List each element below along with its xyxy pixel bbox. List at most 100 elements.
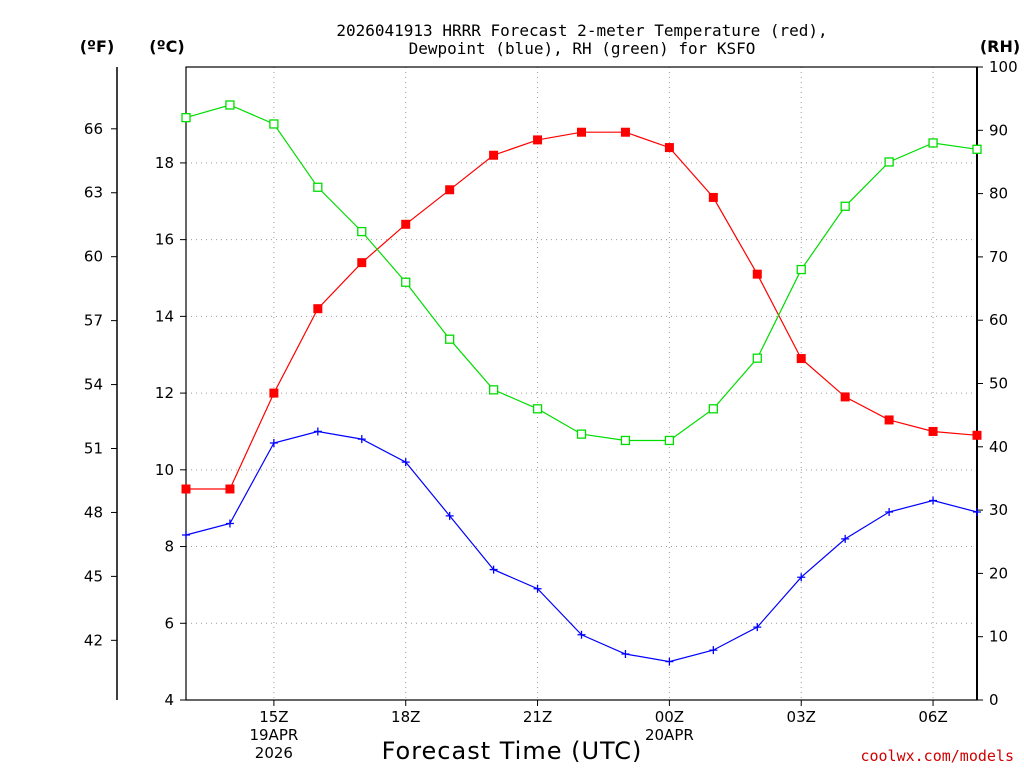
dewpoint-point (533, 584, 542, 593)
temperature-point (357, 258, 367, 268)
temperature-point (840, 392, 850, 402)
x-axis-label: Forecast Time (UTC) (382, 737, 643, 765)
series-temperature (181, 127, 982, 494)
dewpoint-point (709, 646, 718, 655)
rh-point (796, 264, 806, 275)
rh-point (269, 119, 279, 129)
rh-tick-label: 70 (989, 248, 1008, 266)
rh-point (401, 277, 411, 287)
rh-tick-label: 60 (989, 311, 1008, 329)
celsius-tick-label: 18 (155, 154, 174, 172)
rh-tick-label: 0 (989, 691, 999, 709)
chart-title-line-2: Dewpoint (blue), RH (green) for KSFO (409, 39, 756, 58)
rh-point (225, 100, 235, 110)
rh-point (620, 435, 631, 446)
rh-point (664, 435, 675, 446)
dewpoint-point (445, 511, 454, 520)
rh-tick-label: 30 (989, 501, 1008, 519)
dewpoint-point (489, 565, 498, 574)
rh-point (840, 201, 850, 211)
temperature-point (708, 192, 718, 202)
dewpoint-point (357, 435, 366, 444)
dewpoint-point (665, 657, 674, 666)
plot-frame (185, 66, 978, 701)
fahrenheit-tick-label: 45 (84, 567, 103, 585)
dewpoint-point (621, 649, 630, 658)
dewpoint-point (929, 496, 938, 505)
x-tick-label: 19APR (249, 726, 298, 744)
dewpoint-point (885, 508, 894, 517)
x-tick-label: 2026 (255, 744, 293, 762)
rh-tick-label: 90 (989, 121, 1008, 139)
tick-labels: 4 6 8 10 12 14 16 18 42 45 48 51 54 57 60 63 66 0 10 20 30 40… (84, 58, 1018, 762)
dewpoint-point (269, 438, 278, 447)
rh-point (357, 226, 367, 237)
temperature-point (181, 484, 191, 494)
series-rh (181, 100, 982, 446)
dewpoint-point (797, 573, 806, 582)
rh-point (488, 385, 499, 395)
dewpoint-point (577, 630, 586, 639)
celsius-tick-label: 6 (164, 614, 174, 632)
temperature-point (533, 135, 543, 145)
axes (111, 66, 983, 706)
temperature-point (225, 484, 235, 494)
rh-point (445, 334, 455, 344)
temperature-point (269, 388, 279, 398)
temperature-point (620, 127, 630, 137)
temperature-point (489, 150, 499, 160)
fahrenheit-tick-label: 63 (84, 184, 103, 202)
temperature-point (577, 127, 586, 137)
rh-point (972, 144, 982, 154)
rh-tick-label: 80 (989, 185, 1008, 203)
rh-tick-label: 50 (989, 375, 1008, 393)
rh-point (313, 182, 323, 192)
rh-point (752, 353, 762, 363)
rh-point (708, 404, 718, 414)
rh-point (181, 112, 191, 123)
x-tick-label: 21Z (523, 708, 552, 726)
x-tick-label: 18Z (391, 708, 420, 726)
temperature-point (664, 143, 674, 153)
x-tick-label: 15Z (259, 708, 288, 726)
celsius-tick-label: 8 (164, 538, 174, 556)
dewpoint-point (313, 427, 322, 436)
rh-tick-label: 40 (989, 438, 1008, 456)
rh-tick-label: 10 (989, 628, 1008, 646)
temperature-point (796, 354, 806, 364)
celsius-unit-label: (ºC) (149, 37, 184, 56)
celsius-tick-label: 12 (155, 384, 174, 402)
temperature-point (884, 415, 894, 425)
fahrenheit-tick-label: 66 (84, 120, 103, 138)
dewpoint-point (401, 458, 410, 467)
temperature-point (445, 185, 455, 195)
rh-point (576, 429, 587, 439)
temperature-point (972, 430, 982, 440)
rh-unit-label: (RH) (980, 37, 1020, 56)
temperature-point (401, 219, 411, 229)
credit-text: coolwx.com/models (860, 747, 1014, 765)
celsius-tick-label: 4 (164, 691, 174, 709)
temperature-point (928, 426, 938, 436)
series-dewpoint (182, 427, 981, 666)
rh-tick-label: 100 (989, 58, 1018, 76)
celsius-tick-label: 14 (155, 307, 174, 325)
fahrenheit-tick-label: 51 (84, 440, 103, 458)
rh-line (185, 104, 978, 442)
x-tick-label: 20APR (645, 726, 694, 744)
rh-tick-label: 20 (989, 564, 1008, 582)
celsius-tick-label: 10 (155, 461, 174, 479)
fahrenheit-tick-label: 54 (84, 376, 103, 394)
temperature-point (752, 269, 762, 279)
dewpoint-point (973, 508, 981, 517)
x-tick-label: 03Z (787, 708, 816, 726)
dewpoint-point (182, 531, 190, 540)
x-tick-label: 06Z (918, 708, 947, 726)
fahrenheit-tick-label: 42 (84, 631, 103, 649)
grid-lines (186, 67, 977, 700)
fahrenheit-unit-label: (ºF) (80, 37, 115, 56)
temperature-point (313, 304, 323, 314)
rh-point (532, 404, 543, 414)
dewpoint-point (225, 519, 234, 528)
